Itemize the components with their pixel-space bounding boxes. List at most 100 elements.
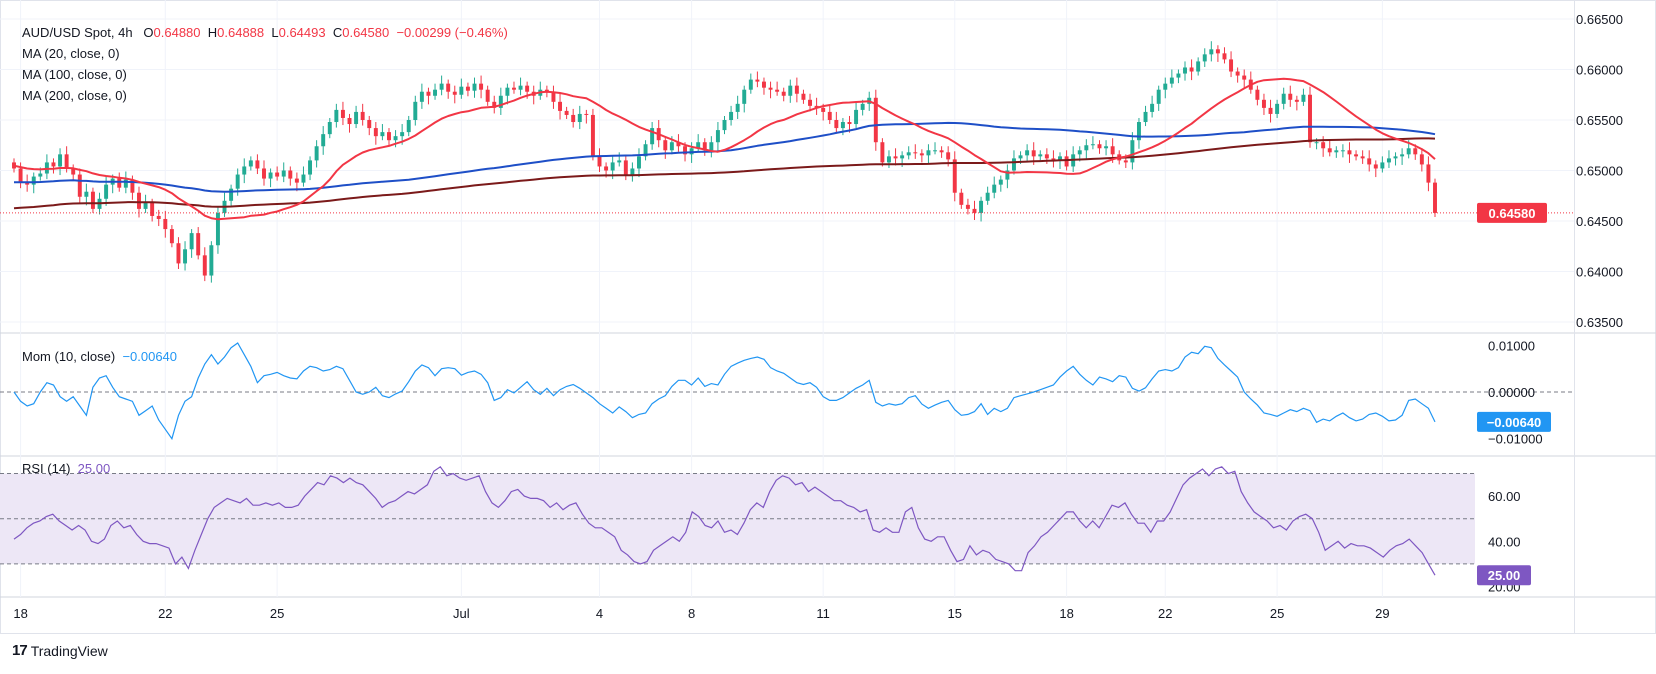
mom-tick-label: 0.01000 [1488,338,1535,353]
mom-value-label: −0.00640 [1487,415,1542,430]
price-legend: AUD/USD Spot, 4h O0.64880 H0.64888 L0.64… [22,25,508,41]
ma20-legend[interactable]: MA (20, close, 0) [22,46,120,62]
candle-body [479,83,484,90]
candle-body [900,155,905,159]
close-value: 0.64580 [342,25,390,40]
candle-body [755,79,760,82]
rsi-label: RSI (14) [22,461,71,476]
price-tick-label: 0.63500 [1576,315,1623,330]
candle-body [248,160,253,167]
open-label: O [143,25,154,40]
candle-body [38,173,43,177]
candle-body [446,83,451,92]
candle-body [650,128,655,145]
mom-value-tag [1477,411,1551,432]
candle-body [1136,122,1141,141]
price-tick-label: 0.64000 [1576,265,1623,280]
candle-body [360,111,365,120]
time-tick-label: 22 [158,606,172,621]
candle-body [209,245,214,276]
ma200-legend[interactable]: MA (200, close, 0) [22,88,127,104]
candle-body [340,109,345,118]
ma100-legend[interactable]: MA (100, close, 0) [22,67,127,83]
candle-body [288,170,293,179]
mom-legend[interactable]: Mom (10, close) −0.00640 [22,349,177,365]
time-tick-label: 18 [13,606,27,621]
candle-body [117,178,122,188]
candle-body [400,132,405,137]
time-tick-label: 25 [1270,606,1284,621]
rsi-tick-label: 40.00 [1488,534,1521,549]
tradingview-branding[interactable]: 17 TradingView [12,642,108,659]
candle-body [1340,150,1345,152]
candle-body [768,87,773,90]
candle-body [590,114,595,157]
candle-body [183,249,188,264]
ma200-label: MA (200, close, 0) [22,88,127,103]
mom-line [13,342,1436,441]
rsi-line [13,465,1436,576]
candle-body [1005,170,1010,180]
candle-body [18,168,23,183]
candle-body [452,91,457,95]
low-value: 0.64493 [278,25,326,40]
candle-body [801,93,806,100]
candle-body [860,103,865,110]
change-value: −0.00299 (−0.46%) [396,25,508,40]
open-value: 0.64880 [153,25,201,40]
candle-body [492,101,497,108]
candle-body [906,152,911,156]
candle-body [840,122,845,129]
candle-body [301,174,306,183]
candle-body [544,89,549,92]
candle-body [1235,71,1240,76]
candle-body [255,160,260,169]
time-tick-label: 4 [596,606,603,621]
time-tick-label: 25 [270,606,284,621]
candle-body [327,122,332,135]
candle-body [709,142,714,151]
candle-body [1031,150,1036,157]
ma100-label: MA (100, close, 0) [22,67,127,82]
candle-body [1288,93,1293,100]
rsi-legend[interactable]: RSI (14) 25.00 [22,461,110,477]
last-price-tag [1477,202,1547,223]
candle-body [1018,155,1023,159]
candle-body [1215,49,1220,54]
candle-body [597,156,602,167]
candle-body [308,160,313,175]
candle-body [729,111,734,120]
candle-body [1308,94,1312,143]
candle-body [143,202,148,209]
candle-body [439,83,444,90]
rsi-pane [0,465,1475,576]
ma200-line [13,137,1436,210]
candle-body [663,140,668,151]
candle-body [31,176,36,185]
mom-label: Mom (10, close) [22,349,116,364]
candle-body [281,170,286,177]
price-tick-label: 0.66500 [1576,12,1623,27]
candle-body [130,179,135,193]
candle-body [617,160,622,163]
candle-body [893,156,898,159]
candle-body [748,79,753,90]
candle-body [215,212,220,246]
candle-body [998,179,1003,185]
candle-body [465,86,470,91]
candle-body [880,142,885,163]
candle-body [854,109,859,125]
candle-body [1051,158,1056,161]
candle-body [235,174,240,189]
candle-body [406,120,411,133]
mom-value: −0.00640 [122,349,178,364]
candle-body [1314,142,1319,144]
candle-body [1426,164,1431,183]
tradingview-logo-icon: 17 [12,642,28,659]
candle-body [584,113,589,115]
candle-body [1150,103,1155,112]
candle-body [1222,53,1227,60]
candle-body [972,208,977,213]
candle-body [459,86,464,95]
